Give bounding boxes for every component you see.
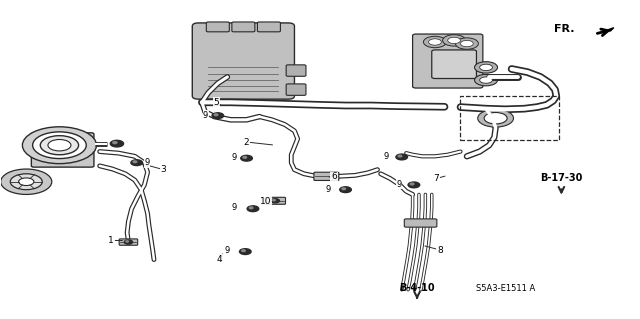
Text: 3: 3 [161, 165, 166, 174]
Text: B-17-30: B-17-30 [540, 173, 582, 183]
Text: 8: 8 [437, 246, 443, 255]
Text: 7: 7 [433, 174, 439, 183]
Circle shape [443, 35, 466, 46]
Circle shape [424, 36, 447, 48]
Circle shape [271, 199, 280, 203]
Circle shape [10, 174, 42, 190]
Circle shape [48, 139, 71, 151]
FancyBboxPatch shape [286, 84, 306, 95]
Circle shape [242, 250, 245, 252]
Circle shape [429, 39, 442, 45]
Circle shape [124, 240, 132, 244]
Text: 9: 9 [326, 184, 331, 194]
Circle shape [247, 206, 259, 211]
Text: 4: 4 [216, 255, 222, 264]
Text: FR.: FR. [554, 24, 574, 34]
Circle shape [250, 207, 253, 209]
Circle shape [396, 154, 408, 160]
Circle shape [131, 160, 143, 166]
Circle shape [126, 241, 129, 242]
Text: 9: 9 [384, 152, 389, 161]
Circle shape [474, 74, 497, 86]
Circle shape [484, 113, 507, 124]
Text: 9: 9 [232, 203, 237, 212]
FancyBboxPatch shape [413, 34, 483, 88]
Circle shape [410, 183, 414, 185]
FancyBboxPatch shape [206, 22, 229, 32]
Circle shape [113, 142, 117, 144]
Text: 1: 1 [108, 236, 114, 245]
FancyBboxPatch shape [31, 133, 94, 167]
Circle shape [448, 37, 461, 44]
Circle shape [239, 249, 251, 255]
Circle shape [479, 77, 492, 83]
Text: B-4-10: B-4-10 [399, 283, 435, 293]
Text: 9: 9 [232, 153, 237, 162]
Circle shape [40, 136, 79, 155]
Polygon shape [601, 28, 614, 33]
Circle shape [19, 178, 34, 186]
Circle shape [342, 188, 346, 190]
Circle shape [22, 127, 97, 164]
FancyBboxPatch shape [404, 219, 437, 227]
FancyBboxPatch shape [192, 23, 294, 99]
Bar [461, 96, 559, 140]
Circle shape [477, 109, 513, 127]
Circle shape [340, 187, 351, 193]
Text: 9: 9 [225, 246, 230, 255]
Text: S5A3-E1511 A: S5A3-E1511 A [476, 284, 535, 293]
Circle shape [212, 113, 223, 119]
FancyBboxPatch shape [314, 172, 339, 181]
Circle shape [110, 140, 124, 147]
Circle shape [243, 156, 246, 158]
Text: 9: 9 [203, 111, 208, 120]
FancyBboxPatch shape [257, 22, 280, 32]
Circle shape [1, 169, 52, 195]
Text: 9: 9 [397, 180, 402, 189]
Circle shape [408, 182, 420, 188]
FancyBboxPatch shape [432, 50, 476, 78]
FancyBboxPatch shape [232, 22, 255, 32]
Circle shape [398, 155, 402, 157]
Circle shape [479, 64, 492, 70]
FancyBboxPatch shape [265, 197, 285, 204]
Text: 2: 2 [244, 137, 250, 146]
Circle shape [456, 38, 478, 49]
Text: 6: 6 [331, 173, 337, 182]
Text: 9: 9 [144, 158, 150, 167]
Circle shape [33, 132, 86, 159]
Circle shape [241, 155, 252, 161]
Circle shape [461, 41, 473, 47]
Circle shape [474, 62, 497, 73]
Circle shape [214, 114, 218, 116]
FancyBboxPatch shape [119, 239, 138, 245]
Circle shape [273, 199, 275, 201]
Text: 10: 10 [260, 197, 271, 206]
Text: 5: 5 [214, 98, 220, 107]
Circle shape [133, 161, 137, 163]
FancyBboxPatch shape [286, 65, 306, 76]
